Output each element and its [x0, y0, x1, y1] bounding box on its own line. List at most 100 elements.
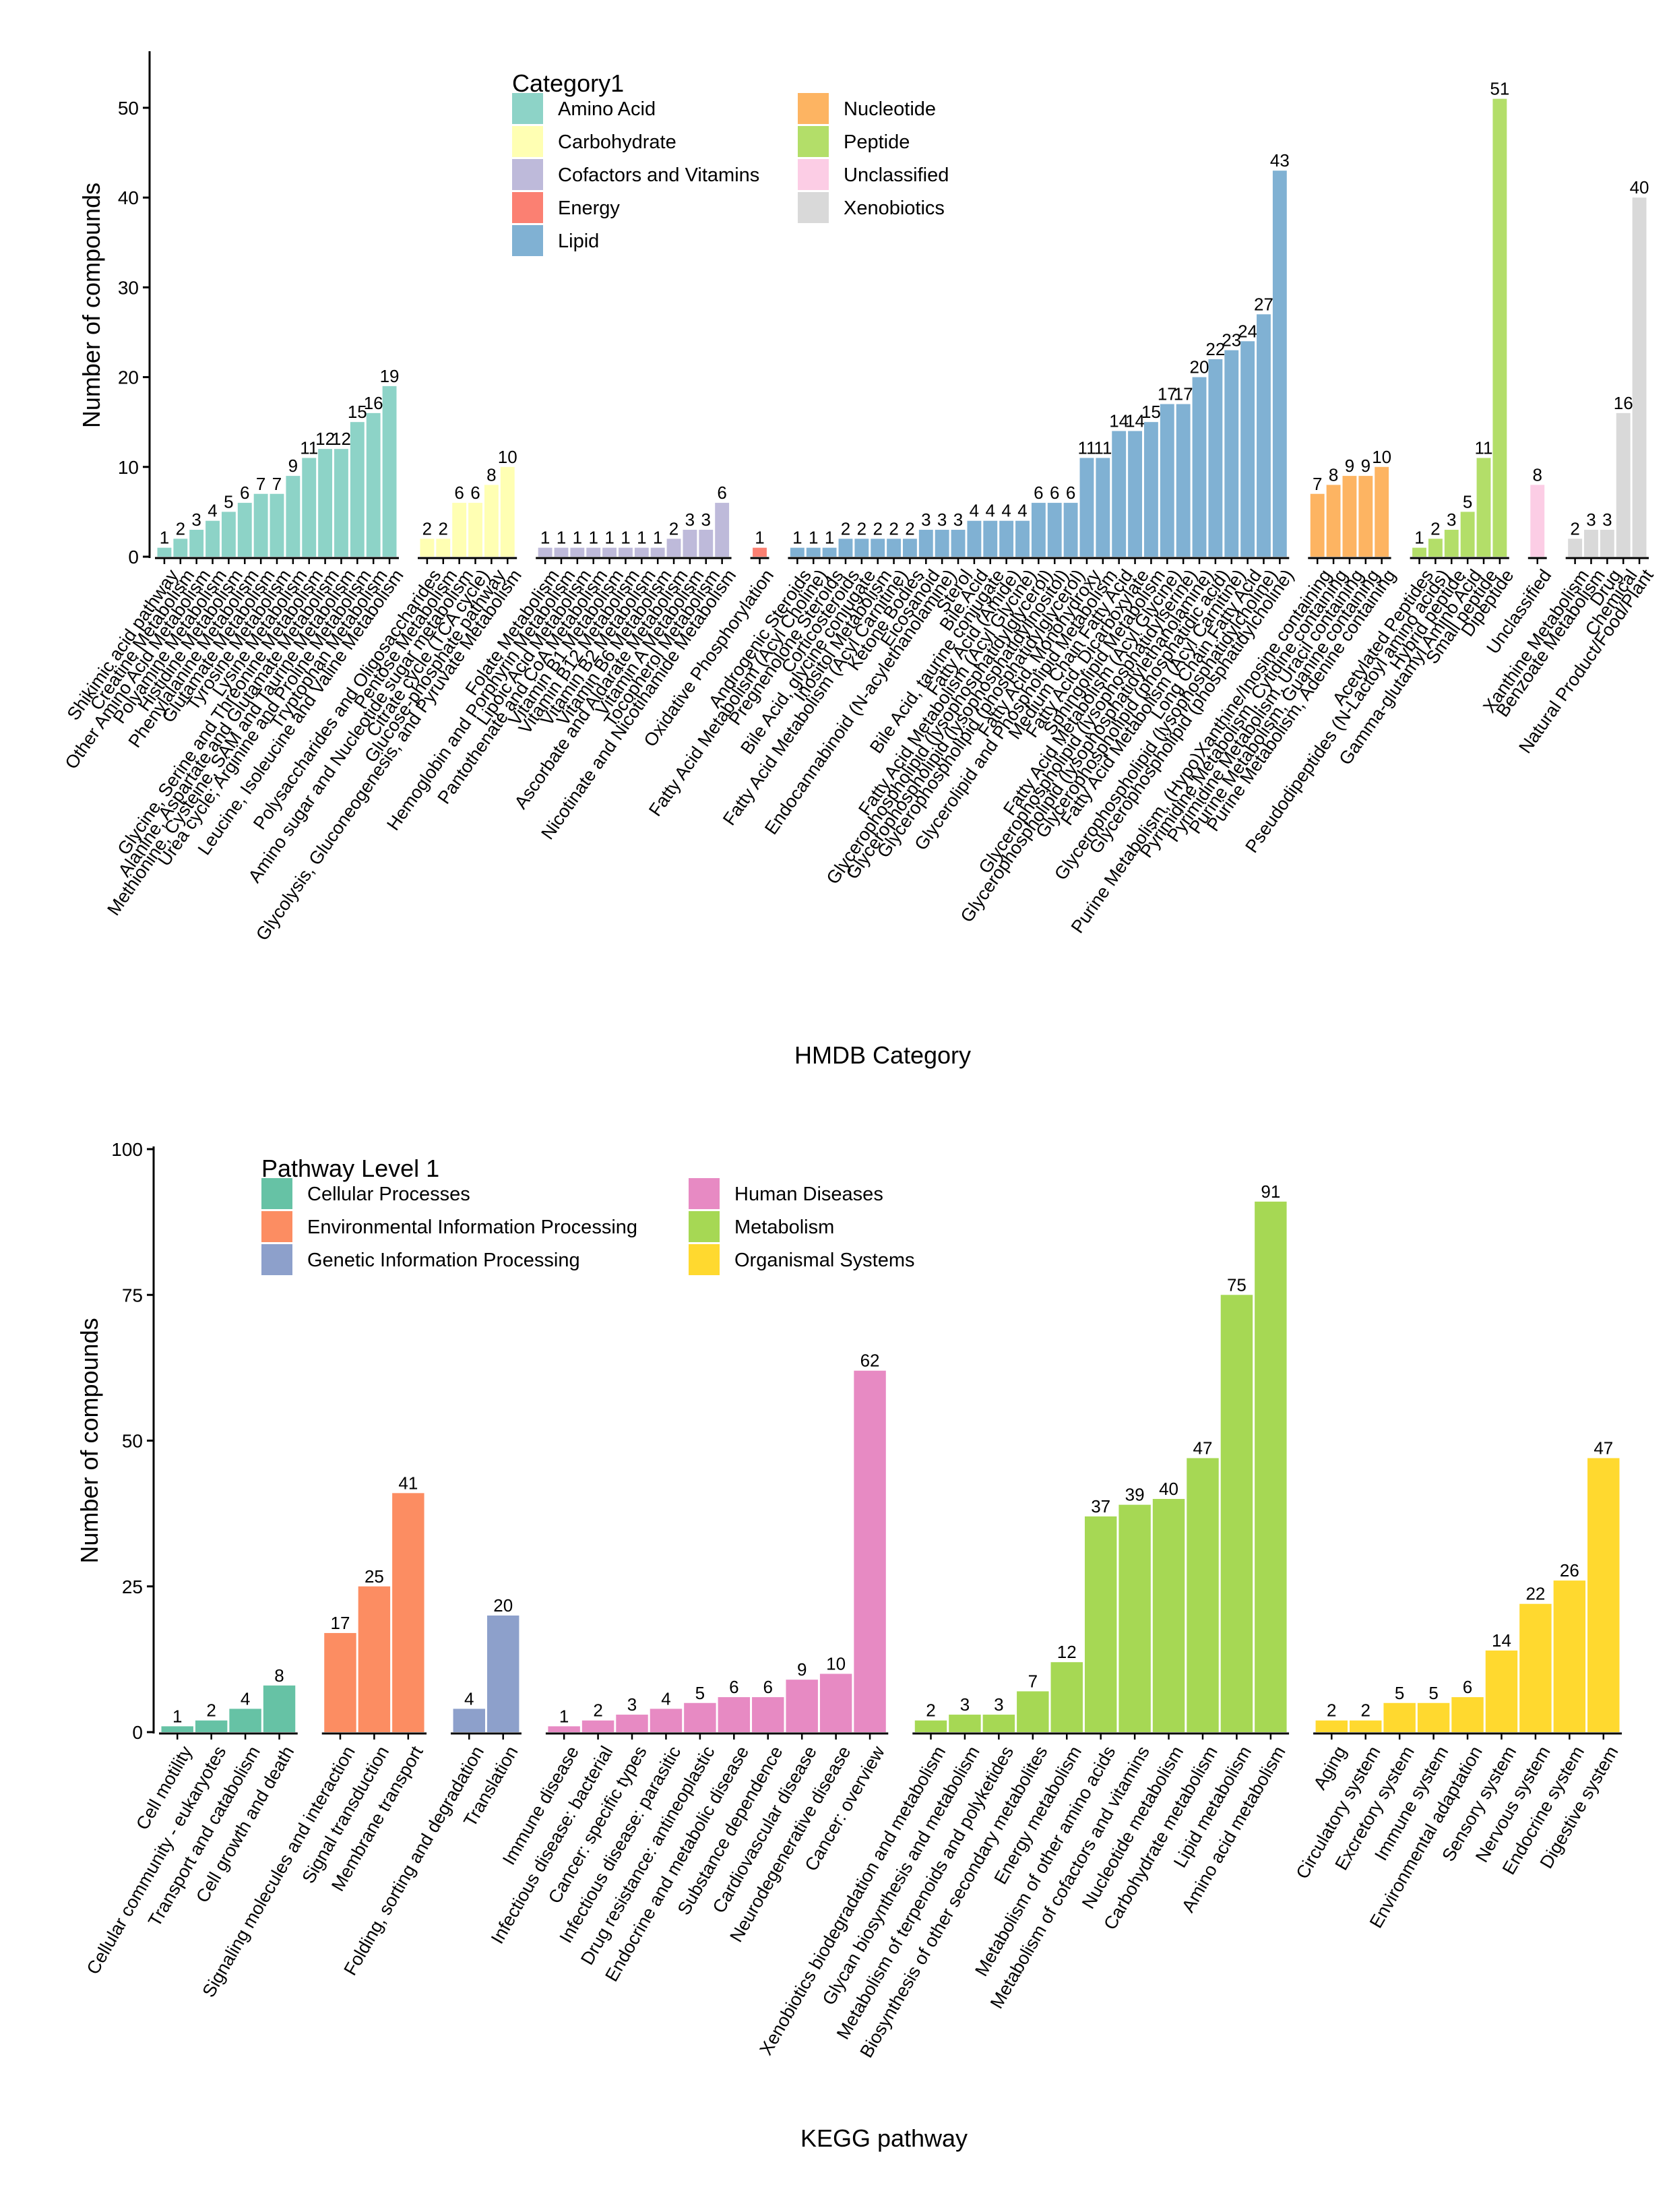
bar: [1063, 503, 1078, 557]
bar: [666, 539, 681, 557]
bar: [684, 1702, 716, 1732]
bar-value-label: 4: [208, 501, 217, 521]
bar: [983, 520, 998, 557]
bar-value-label: 40: [1630, 177, 1649, 197]
bar-value-label: 1: [755, 528, 764, 548]
bar-value-label: 10: [498, 447, 517, 467]
bar-value-label: 5: [695, 1683, 705, 1703]
bar: [382, 386, 397, 557]
bar-value-label: 4: [1017, 501, 1027, 521]
bar: [1444, 530, 1459, 557]
y-tick-label: 50: [118, 98, 139, 119]
bar-value-label: 2: [873, 518, 882, 539]
bar-value-label: 2: [422, 518, 432, 539]
bar: [581, 1720, 614, 1732]
legend-entry-label: Organismal Systems: [734, 1250, 915, 1271]
bar-value-label: 6: [1463, 1677, 1472, 1697]
legend-entry-label: Amino Acid: [558, 98, 656, 120]
legend-swatch: [261, 1244, 292, 1275]
bar-value-label: 3: [1447, 510, 1456, 530]
bar: [270, 493, 284, 557]
bar-value-label: 9: [288, 456, 298, 476]
bar-value-label: 10: [826, 1654, 846, 1674]
bar: [903, 539, 917, 557]
bar: [1358, 476, 1373, 557]
bar-value-label: 1: [621, 528, 630, 548]
bar: [1128, 431, 1142, 557]
bar: [334, 449, 348, 557]
bar: [935, 530, 949, 557]
bar: [1310, 493, 1325, 557]
bar: [1632, 197, 1647, 557]
legend-title: Category1: [512, 69, 624, 97]
bar-value-label: 15: [348, 402, 367, 422]
bar: [1326, 485, 1341, 557]
bar: [753, 547, 767, 557]
bar-value-label: 5: [224, 491, 233, 512]
bar-value-label: 1: [604, 528, 614, 548]
y-tick-label: 40: [118, 187, 139, 208]
bar: [616, 1715, 648, 1732]
bar-value-label: 16: [1614, 393, 1633, 413]
bar: [887, 539, 901, 557]
bar: [1224, 350, 1239, 557]
bar-value-label: 2: [1327, 1700, 1336, 1721]
bar: [1492, 98, 1507, 557]
legend-swatch: [512, 93, 543, 124]
bar: [1143, 422, 1158, 557]
bar-value-label: 26: [1560, 1560, 1579, 1580]
bar: [173, 539, 188, 557]
bar: [324, 1632, 356, 1732]
bar-value-label: 2: [926, 1700, 935, 1721]
y-tick-label: 0: [128, 547, 139, 567]
bar-value-label: 51: [1490, 79, 1509, 99]
bar: [237, 503, 252, 557]
bar-value-label: 1: [540, 528, 550, 548]
legend-swatch: [798, 192, 829, 223]
bar: [1342, 476, 1357, 557]
bar-value-label: 43: [1270, 150, 1290, 171]
bar-value-label: 2: [905, 518, 914, 539]
bar: [554, 547, 569, 557]
bar: [263, 1685, 296, 1732]
legend-swatch: [689, 1211, 720, 1242]
bar: [1112, 431, 1127, 557]
bar-value-label: 2: [889, 518, 898, 539]
bar: [914, 1720, 947, 1732]
bar-value-label: 23: [1222, 330, 1241, 350]
bar-value-label: 3: [701, 510, 711, 530]
bar: [486, 1616, 519, 1732]
bar: [650, 547, 665, 557]
legend-entry-label: Metabolism: [734, 1217, 834, 1238]
bar-value-label: 5: [1428, 1683, 1438, 1703]
legend-entry-label: Cofactors and Vitamins: [558, 164, 759, 186]
legend-swatch: [689, 1178, 720, 1209]
bar-value-label: 37: [1091, 1496, 1110, 1516]
bar: [602, 547, 617, 557]
bar-value-label: 17: [1158, 384, 1177, 404]
bar: [206, 520, 220, 557]
bar-value-label: 2: [841, 518, 850, 539]
bar-value-label: 2: [439, 518, 448, 539]
bar: [452, 503, 467, 557]
bar-value-label: 11: [300, 437, 318, 458]
bar-value-label: 9: [797, 1659, 807, 1680]
x-tick-label: Cellular community - eukaryotes: [83, 1743, 230, 1978]
bar-value-label: 15: [1141, 402, 1161, 422]
bar-value-label: 40: [1159, 1479, 1178, 1499]
bar-value-label: 7: [1028, 1671, 1038, 1691]
y-tick-label: 20: [118, 367, 139, 388]
bar: [951, 530, 966, 557]
bar: [1118, 1504, 1151, 1732]
legend-entry-label: Genetic Information Processing: [307, 1250, 580, 1271]
legend-title: Pathway Level 1: [261, 1155, 439, 1182]
bar: [1616, 412, 1631, 557]
legend-swatch: [261, 1211, 292, 1242]
bar-value-label: 14: [1492, 1630, 1511, 1651]
